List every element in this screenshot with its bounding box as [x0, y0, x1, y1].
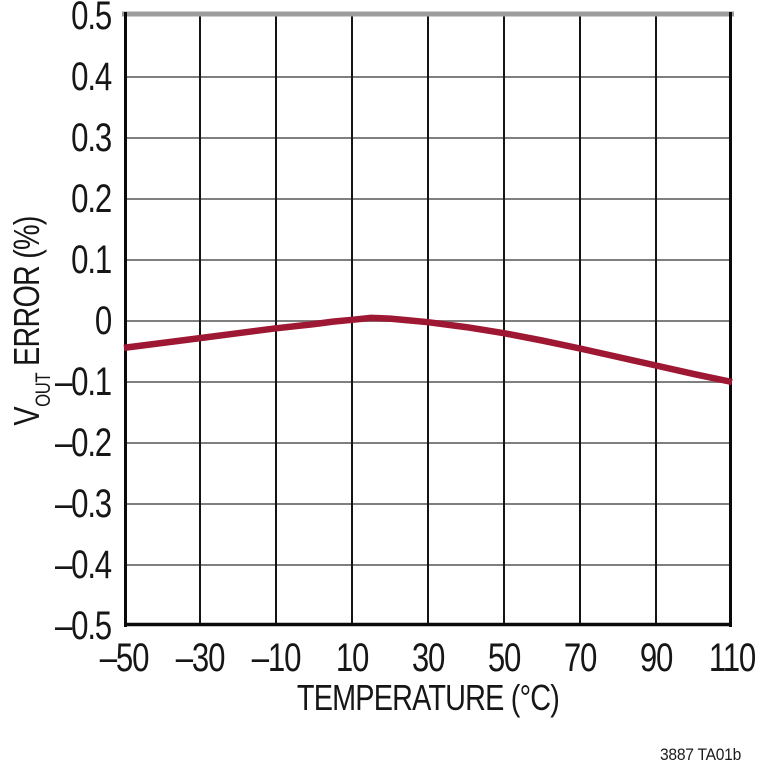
x-axis-title: TEMPERATURE (°C) — [296, 677, 560, 718]
attribution-code: 3887 TA01b — [659, 745, 741, 764]
y-tick-label: 0.1 — [71, 238, 112, 282]
x-tick-label: 70 — [563, 636, 598, 680]
y-tick-label: 0.5 — [71, 0, 112, 38]
y-tick-label: –0.4 — [54, 543, 112, 587]
y-tick-label: –0.5 — [54, 604, 112, 648]
y-axis-title-subscript: OUT — [31, 372, 55, 407]
y-tick-label: –0.1 — [54, 360, 112, 404]
y-tick-label: 0 — [94, 299, 112, 343]
vout-error-curve — [123, 314, 733, 386]
x-tick-label: –50 — [99, 636, 150, 680]
x-tick-label: –30 — [175, 636, 226, 680]
x-tick-label: 110 — [708, 636, 756, 680]
x-tick-label: 90 — [639, 636, 674, 680]
y-tick-label: 0.3 — [71, 116, 112, 160]
y-tick-label: 0.4 — [71, 55, 112, 99]
y-axis-title: VOUT ERROR (%) — [5, 216, 59, 426]
y-axis-title-prefix: V — [5, 407, 47, 426]
y-tick-label: –0.3 — [54, 482, 112, 526]
y-axis-title-rest: ERROR (%) — [5, 216, 47, 374]
x-tick-label: 30 — [411, 636, 446, 680]
y-tick-label: –0.2 — [54, 421, 112, 465]
x-tick-label: 10 — [335, 636, 370, 680]
x-tick-label: 50 — [487, 636, 522, 680]
x-tick-label: –10 — [251, 636, 302, 680]
y-tick-label: 0.2 — [71, 177, 112, 221]
